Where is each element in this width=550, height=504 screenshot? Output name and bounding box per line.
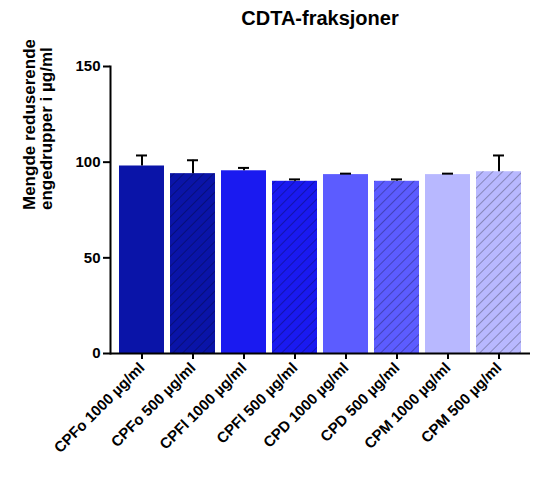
svg-text:CPFo 500 µg/ml: CPFo 500 µg/ml: [107, 359, 198, 450]
svg-text:CPFo 1000 µg/ml: CPFo 1000 µg/ml: [50, 359, 147, 456]
svg-text:CPD 1000 µg/ml: CPD 1000 µg/ml: [260, 359, 352, 451]
svg-text:CPFl 500 µg/ml: CPFl 500 µg/ml: [212, 358, 301, 447]
svg-text:100: 100: [75, 153, 100, 170]
svg-text:Mengde reduserendeengedrupper: Mengde reduserendeengedrupper i µg/ml: [20, 40, 56, 210]
svg-text:0: 0: [92, 344, 100, 361]
html-text:CDTA-fraksjoner: CDTA-fraksjoner: [241, 7, 399, 29]
svg-text:CPM 1000 µg/ml: CPM 1000 µg/ml: [361, 359, 454, 452]
svg-text:50: 50: [84, 249, 101, 266]
svg-text:CPFl 1000 µg/ml: CPFl 1000 µg/ml: [156, 359, 250, 453]
svg-text:CPD 500 µg/ml: CPD 500 µg/ml: [316, 358, 403, 445]
svg-text:150: 150: [75, 57, 100, 74]
svg-text:CPM 500 µg/ml: CPM 500 µg/ml: [417, 359, 504, 446]
